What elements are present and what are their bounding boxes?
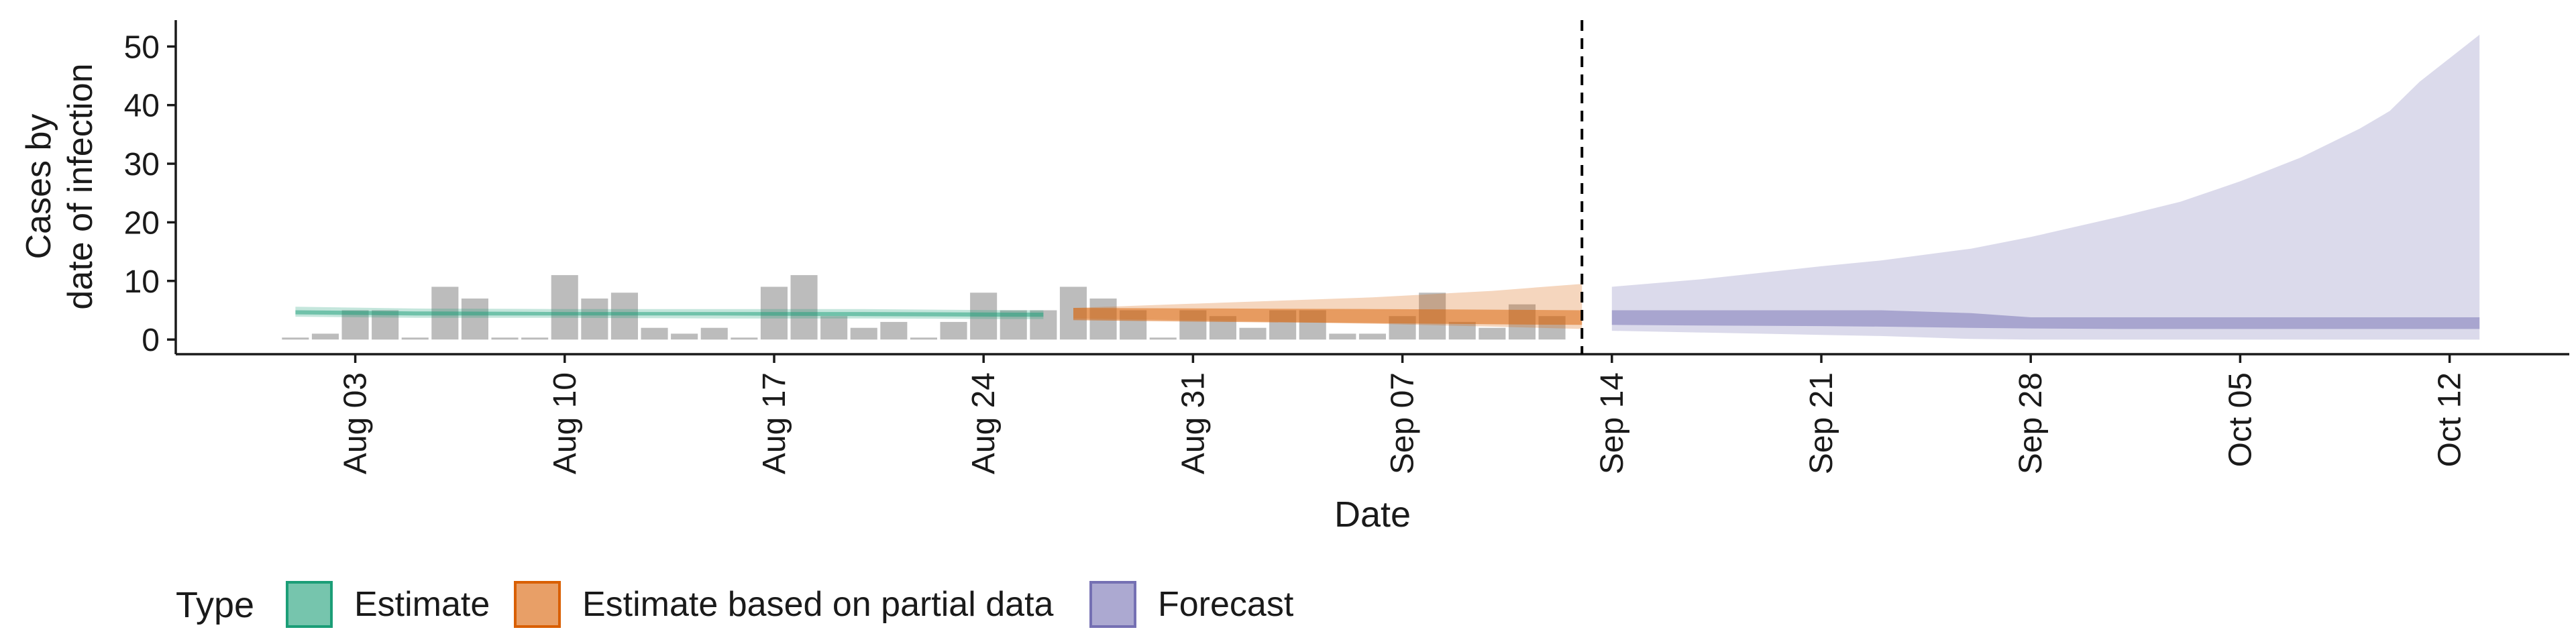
bar	[1479, 327, 1506, 340]
x-tick-label: Sep 28	[2013, 372, 2049, 474]
bar	[1239, 327, 1267, 340]
bar	[1358, 333, 1386, 340]
x-tick-label: Sep 07	[1385, 372, 1421, 474]
bar	[641, 327, 668, 340]
x-tick-label: Aug 24	[966, 372, 1002, 474]
bar	[850, 327, 877, 340]
bar	[940, 321, 967, 340]
x-tick-label: Oct 12	[2432, 372, 2468, 467]
bar	[311, 333, 339, 340]
bar	[461, 299, 488, 340]
bar	[700, 327, 728, 340]
y-axis-title-line-2: date of infection	[61, 63, 100, 309]
legend-key	[1089, 581, 1136, 628]
bar	[1329, 333, 1356, 340]
legend-label: Forecast	[1158, 585, 1294, 624]
x-tick-label: Oct 05	[2222, 372, 2258, 467]
x-tick-label: Aug 10	[547, 372, 583, 474]
bar	[551, 275, 578, 340]
bar	[521, 337, 549, 340]
axes-layer	[174, 20, 2569, 356]
y-tick-label: 20	[124, 205, 160, 241]
y-tick-label: 50	[124, 30, 160, 65]
y-ticks: 0 10 20 30 40 50	[124, 30, 176, 358]
bar	[282, 337, 309, 340]
x-axis-title: Date	[1334, 494, 1411, 535]
legend-key	[286, 581, 333, 628]
bar	[671, 333, 698, 340]
y-tick-label: 30	[124, 147, 160, 182]
bar	[1448, 321, 1476, 340]
x-tick-label: Sep 21	[1804, 372, 1839, 474]
forecast-inner-band	[1611, 310, 2480, 329]
x-tick-label: Aug 17	[757, 372, 792, 474]
forecast-outer-band	[1611, 34, 2480, 340]
legend-title: Type	[176, 585, 254, 625]
legend-label: Estimate based on partial data	[582, 585, 1054, 624]
y-tick-label: 10	[124, 264, 160, 300]
y-tick-label: 0	[142, 323, 160, 358]
x-tick-label: Aug 03	[338, 372, 374, 474]
bar	[401, 337, 429, 340]
bar	[910, 337, 937, 340]
ribbons-layer	[295, 34, 2480, 340]
bars-layer	[282, 275, 1566, 340]
bar	[341, 310, 369, 340]
bar	[610, 292, 638, 340]
y-axis-title: Cases by date of infection	[19, 63, 100, 309]
bar	[491, 337, 519, 340]
x-tick-label: Sep 14	[1595, 372, 1630, 474]
legend-label: Estimate	[354, 585, 490, 624]
bar	[820, 316, 848, 340]
bar	[731, 337, 758, 340]
bar	[581, 299, 608, 340]
y-tick-label: 40	[124, 89, 160, 124]
x-tick-label: Aug 31	[1175, 372, 1211, 474]
estimate-inner-band	[295, 310, 1044, 317]
bar	[880, 321, 908, 340]
y-axis-title-line-1: Cases by	[19, 114, 58, 260]
legend: Type Estimate Estimate based on partial d…	[176, 581, 1294, 628]
x-ticks: Aug 03 Aug 10 Aug 17 Aug 24 Aug 31 Sep 07 Sep …	[338, 354, 2468, 474]
partial-estimate-inner-band	[1073, 308, 1582, 325]
legend-key	[514, 581, 561, 628]
bar	[1149, 337, 1177, 340]
bar	[790, 275, 818, 340]
